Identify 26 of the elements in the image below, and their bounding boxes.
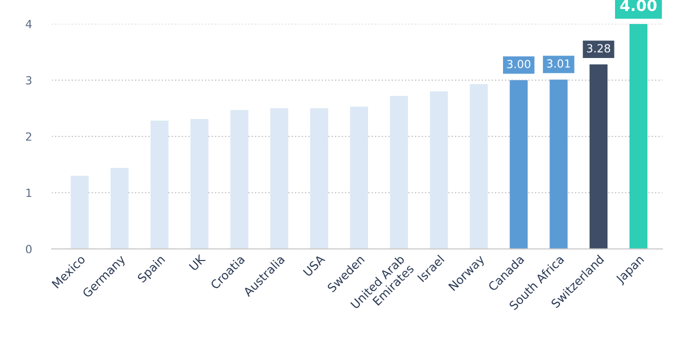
- bar: [350, 106, 368, 249]
- x-tick-label: UK: [188, 254, 206, 272]
- data-label: 3.00: [507, 60, 530, 68]
- data-label: 4.00: [620, 0, 657, 12]
- data-label: 3.28: [587, 44, 610, 53]
- bar: [270, 108, 288, 249]
- bar: [470, 84, 488, 249]
- bar: [110, 168, 129, 249]
- bar: [629, 24, 648, 249]
- bar: [430, 91, 448, 249]
- y-tick-label: 1: [26, 188, 32, 197]
- y-tick-label: 0: [26, 244, 32, 254]
- y-tick-label: 3: [26, 76, 32, 85]
- bar: [150, 120, 168, 249]
- bar: [70, 176, 89, 249]
- bar: [590, 64, 608, 249]
- data-label: 3.01: [547, 59, 570, 68]
- bar: [550, 80, 568, 249]
- y-tick-label: 4: [26, 20, 32, 28]
- bar: [190, 118, 208, 249]
- x-tick-label: USA: [302, 254, 326, 277]
- bar: [310, 108, 328, 249]
- bar: [230, 110, 248, 249]
- bar: [390, 96, 408, 249]
- y-tick-label: 2: [26, 132, 32, 141]
- bar: [510, 80, 528, 249]
